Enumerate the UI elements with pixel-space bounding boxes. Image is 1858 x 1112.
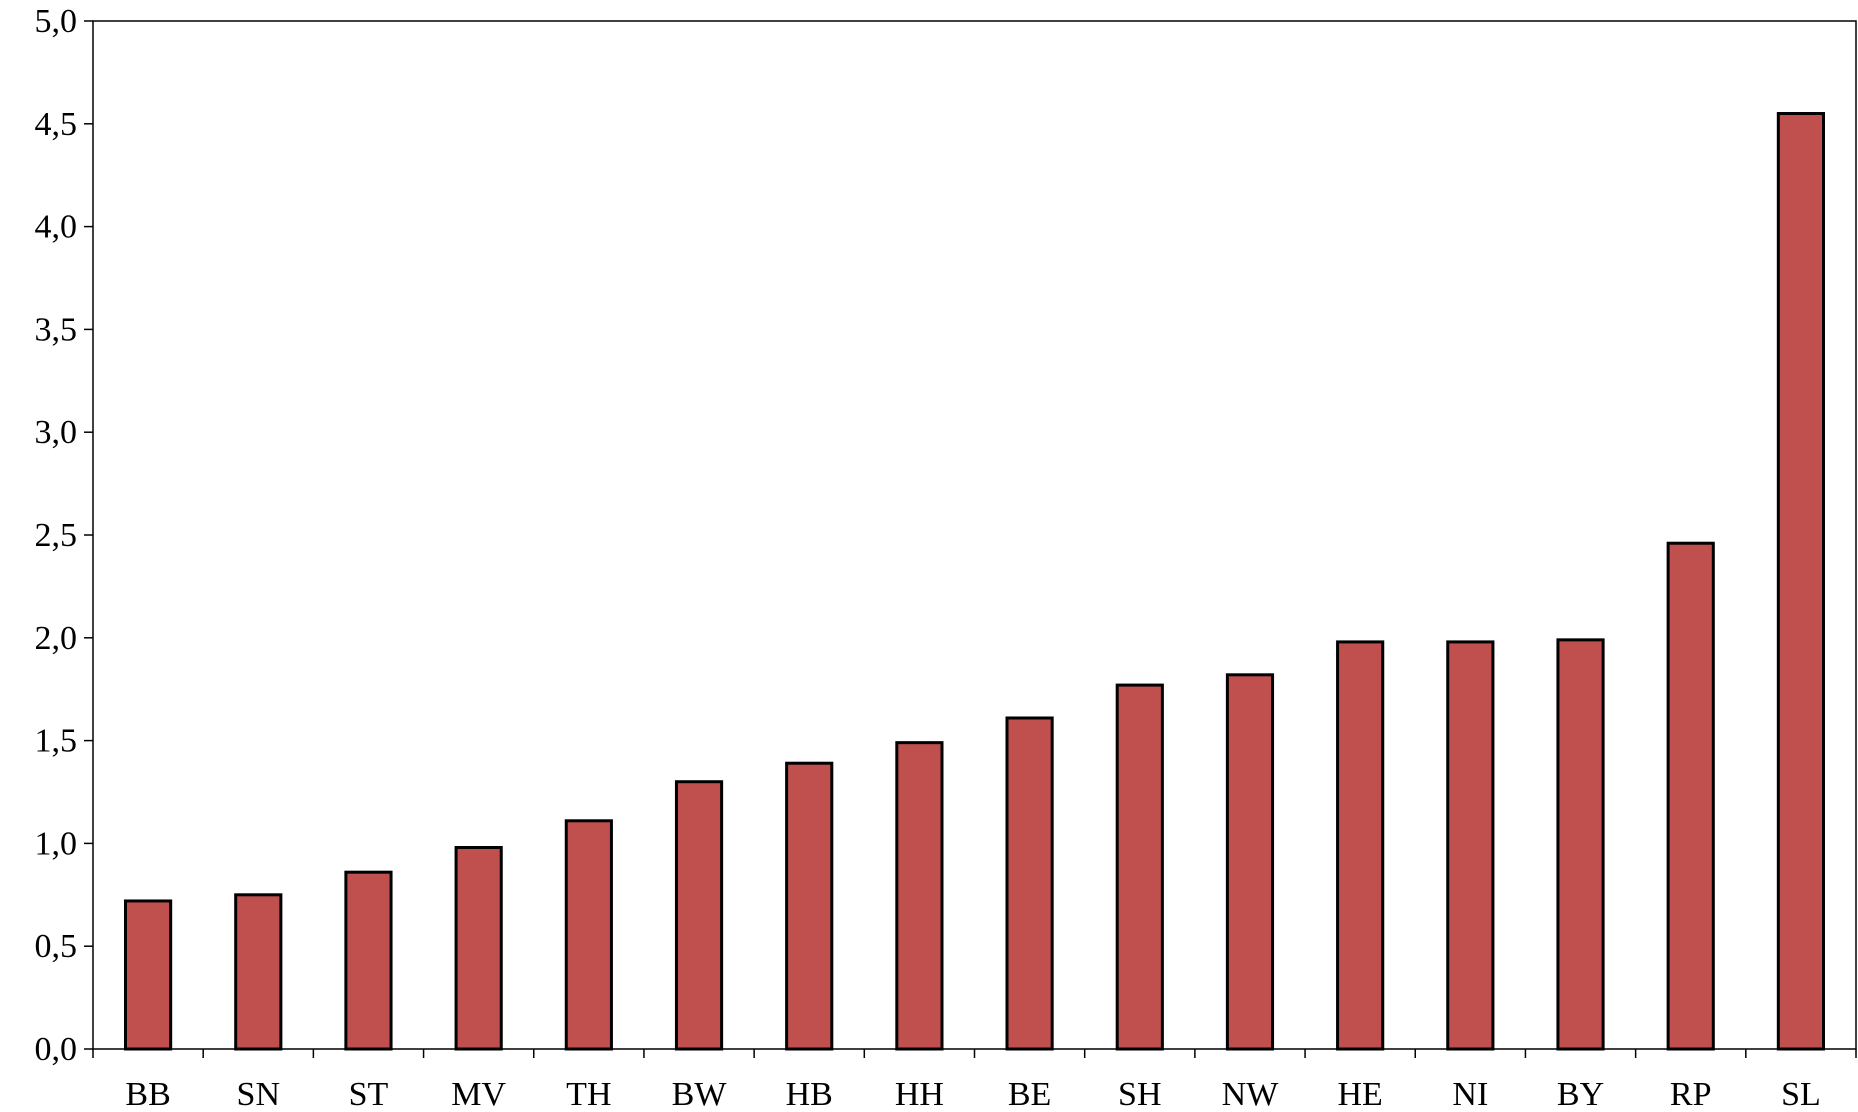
- x-axis: BB SN ST MV TH BW HB HH BE SH NW HE NI BY RP SL: [92, 1049, 1857, 1112]
- bar-by: [1556, 638, 1605, 1051]
- x-tick-label: MV: [451, 1076, 506, 1112]
- x-tick-label: ST: [349, 1076, 389, 1112]
- x-tick-label: TH: [566, 1076, 611, 1112]
- x-tick-label: BY: [1557, 1076, 1604, 1112]
- bar-he: [1336, 640, 1385, 1051]
- x-tick-label: RP: [1670, 1076, 1712, 1112]
- bar-nw: [1225, 673, 1275, 1051]
- x-tick-label: NW: [1222, 1076, 1280, 1112]
- y-tick-label: 0,5: [35, 928, 78, 965]
- bar-hb: [785, 761, 834, 1051]
- bar-hh: [895, 741, 944, 1051]
- y-tick-label: 2,5: [35, 517, 78, 554]
- y-tick-label: 5,0: [35, 3, 78, 40]
- x-tick-label: SN: [237, 1076, 280, 1112]
- x-tick-label: SL: [1781, 1076, 1821, 1112]
- x-tick-label: BE: [1008, 1076, 1051, 1112]
- bar-sl: [1776, 112, 1825, 1051]
- y-tick-label: 3,5: [35, 311, 78, 348]
- bar-be: [1005, 716, 1054, 1051]
- x-tick-label: NI: [1452, 1076, 1488, 1112]
- y-axis: 0,0 0,5 1,0 1,5 2,0 2,5 3,0 3,5 4,0 4,5 5,0: [35, 3, 93, 1068]
- bar-ni: [1446, 640, 1495, 1051]
- x-tick-label: BW: [672, 1076, 728, 1112]
- y-tick-label: 2,0: [35, 620, 78, 657]
- y-tick-label: 1,5: [35, 723, 78, 760]
- bar-th: [564, 819, 613, 1051]
- bar-sh: [1115, 683, 1164, 1051]
- y-tick-label: 0,0: [35, 1031, 78, 1068]
- y-tick-label: 3,0: [35, 414, 78, 451]
- bar-rp: [1666, 541, 1715, 1051]
- x-tick-label: SH: [1118, 1076, 1161, 1112]
- y-tick-label: 4,0: [35, 209, 78, 246]
- x-tick-label: HB: [786, 1076, 833, 1112]
- y-tick-label: 1,0: [35, 825, 78, 862]
- bar-sn: [234, 893, 283, 1051]
- bar-st: [344, 870, 393, 1051]
- bars: [124, 112, 1825, 1051]
- bar-mv: [454, 846, 503, 1051]
- bar-bw: [674, 780, 724, 1051]
- y-tick-label: 4,5: [35, 106, 78, 143]
- bar-bb: [124, 899, 173, 1051]
- x-tick-label: BB: [125, 1076, 170, 1112]
- x-tick-label: HE: [1337, 1076, 1382, 1112]
- x-tick-label: HH: [895, 1076, 944, 1112]
